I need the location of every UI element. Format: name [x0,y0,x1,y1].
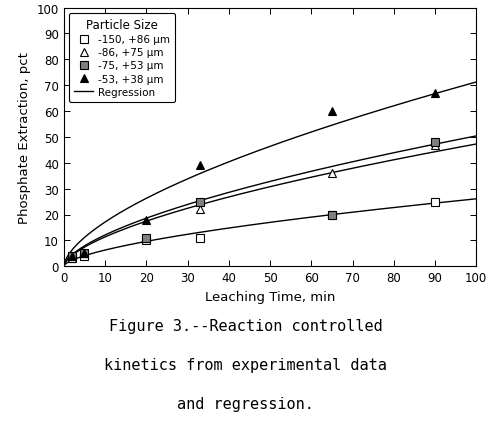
Text: kinetics from experimental data: kinetics from experimental data [104,357,387,372]
Y-axis label: Phosphate Extraction, pct: Phosphate Extraction, pct [18,52,31,223]
X-axis label: Leaching Time, min: Leaching Time, min [205,290,335,303]
Legend: -150, +86 μm, -86, +75 μm, -75, +53 μm, -53, +38 μm, Regression: -150, +86 μm, -86, +75 μm, -75, +53 μm, … [69,14,175,103]
Text: and regression.: and regression. [177,396,314,411]
Text: Figure 3.--Reaction controlled: Figure 3.--Reaction controlled [109,318,382,333]
